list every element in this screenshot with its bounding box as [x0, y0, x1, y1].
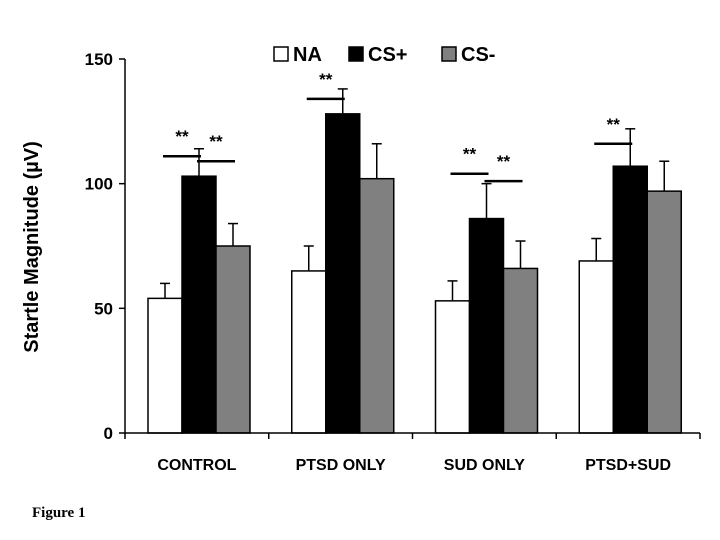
bar	[359, 177, 395, 434]
significance-label: **	[463, 145, 477, 164]
bar	[215, 245, 251, 434]
y-axis-label: Startle Magnitude (µV)	[21, 141, 43, 353]
significance-label: **	[209, 132, 223, 151]
legend-label: NA	[293, 44, 322, 66]
significance-label: **	[319, 70, 333, 89]
bar	[291, 270, 327, 434]
bar	[646, 190, 682, 434]
legend-swatch	[273, 46, 289, 62]
bar	[468, 217, 505, 434]
category-label: PTSD+SUD	[585, 457, 671, 474]
bar	[434, 300, 471, 434]
bar-chart: NA CS+ CS- Startle Magnitude (µV) 0 50 100 15…	[21, 44, 701, 474]
bar	[612, 165, 648, 434]
significance-label: **	[497, 152, 511, 171]
bar	[502, 267, 539, 434]
category-label: SUD ONLY	[444, 457, 526, 474]
y-tick-label: 150	[85, 50, 113, 69]
significance-label: **	[175, 127, 189, 146]
legend-label: CS+	[368, 44, 407, 66]
axes	[124, 59, 701, 439]
legend-label: CS-	[461, 44, 495, 66]
figure-caption: Figure 1	[32, 505, 86, 521]
category-label: PTSD ONLY	[296, 457, 386, 474]
legend: NA CS+ CS-	[273, 44, 495, 66]
bar	[181, 175, 217, 434]
y-tick-label: 50	[94, 299, 113, 318]
legend-swatch	[441, 46, 457, 62]
x-axis-categories: CONTROL PTSD ONLY SUD ONLY PTSD+SUD	[157, 457, 671, 474]
y-tick-label: 0	[104, 424, 113, 443]
error-bars	[160, 88, 670, 301]
significance-markers: ** ** ** ** ** **	[163, 70, 633, 183]
y-axis-ticks: 0 50 100 150	[85, 50, 125, 443]
significance-label: **	[607, 115, 621, 134]
legend-swatch	[348, 46, 364, 62]
bar	[325, 113, 361, 434]
bar	[147, 297, 183, 434]
bar	[578, 260, 614, 434]
category-label: CONTROL	[157, 457, 236, 474]
y-tick-label: 100	[85, 175, 113, 194]
